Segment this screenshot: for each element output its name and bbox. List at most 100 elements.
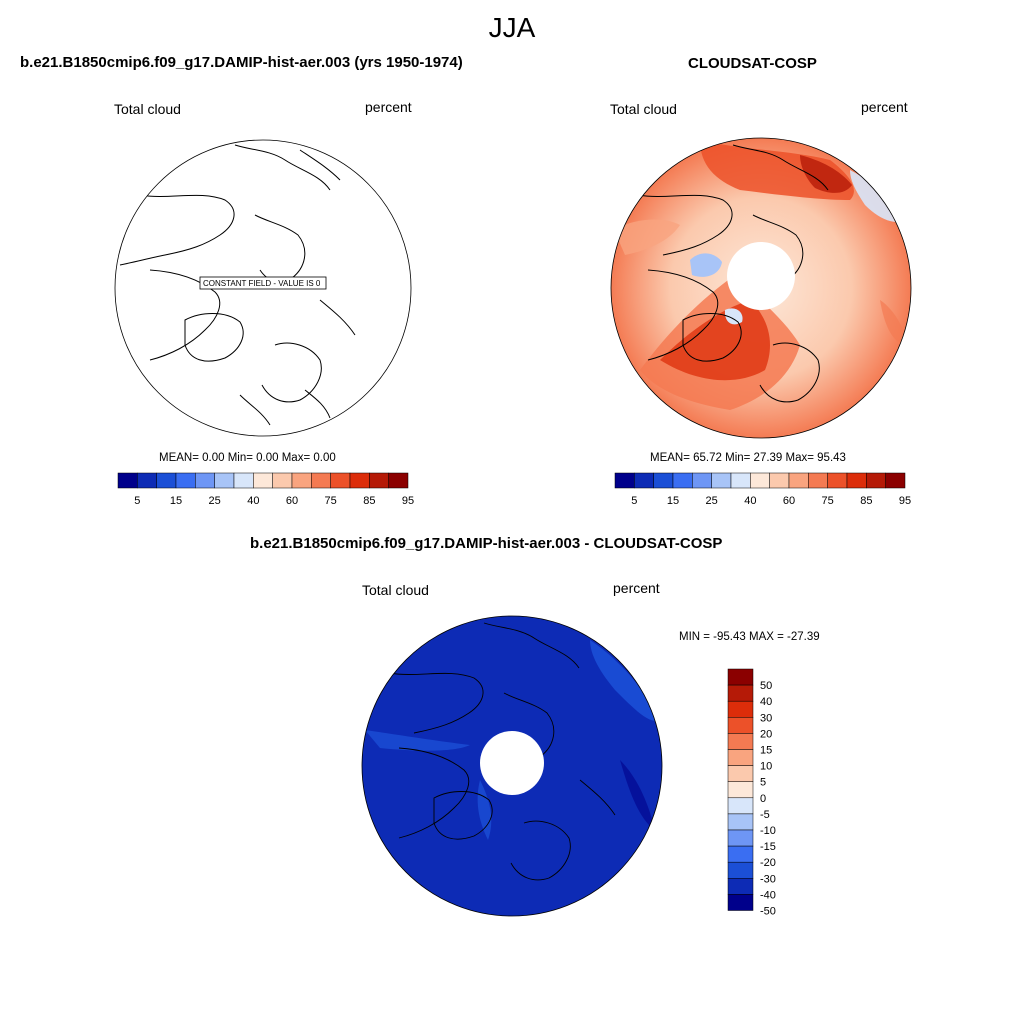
panel3-field-detail <box>365 622 660 881</box>
panel2-colorbar-box <box>730 472 751 489</box>
panel3-colorbar-tick-label: -20 <box>760 857 776 869</box>
panel3-colorbar-box <box>727 878 754 895</box>
panel2-colorbar-box <box>846 472 867 489</box>
panel3-colorbar-box <box>727 861 754 879</box>
panel1-colorbar-tick-label: 15 <box>170 495 182 507</box>
panel2-colorbar-tick-label: 60 <box>783 495 795 507</box>
panel2-colorbar: 5 15 25 40 60 75 85 95 <box>614 472 911 507</box>
panel1-constant-field-annotation: CONSTANT FIELD - VALUE IS 0 <box>203 279 321 288</box>
panel1-colorbar-tick-label: 95 <box>402 495 414 507</box>
panel3-colorbar-box <box>727 733 754 750</box>
panel3-map-boundary <box>361 615 663 917</box>
panel1-colorbar-box <box>175 472 196 489</box>
panel3-colorbar-tick-label: 15 <box>760 745 772 757</box>
season-title: JJA <box>488 12 536 43</box>
panel1-colorbar-box <box>369 472 389 489</box>
panel2-colorbar-box <box>769 472 790 489</box>
panel2-colorbar-box <box>692 472 712 489</box>
panel3-left-label: Total cloud <box>362 582 429 598</box>
panel2-title: CLOUDSAT-COSP <box>688 55 817 72</box>
panel1-colorbar-box <box>195 472 215 489</box>
panel1-map: CONSTANT FIELD - VALUE IS 0 <box>114 139 412 437</box>
panel1-colorbar-tick-label: 85 <box>363 495 375 507</box>
panel1-colorbar-box <box>156 472 177 489</box>
panel1-colorbar-box <box>388 472 409 489</box>
panel2-colorbar-tick-label: 95 <box>899 495 911 507</box>
panel2-colorbar-tick-label: 5 <box>631 495 637 507</box>
panel2-colorbar-tick-label: 15 <box>667 495 679 507</box>
panel3-colorbar-tick-label: -30 <box>760 873 776 885</box>
panel2-colorbar-box <box>750 472 770 489</box>
panel3-minmax: MIN = -95.43 MAX = -27.39 <box>679 631 820 643</box>
panel3-coastlines <box>388 622 616 881</box>
panel2-field <box>611 138 911 438</box>
panel3-colorbar-tick-label: 50 <box>760 680 772 692</box>
panel3-colorbar-tick-label: 40 <box>760 696 772 708</box>
panel2-left-label: Total cloud <box>610 101 677 117</box>
panel2-map-boundary <box>610 137 912 439</box>
panel1-colorbar-box <box>349 472 370 489</box>
panel1-units-label: percent <box>365 99 412 115</box>
panel1-colorbar-box <box>272 472 293 489</box>
panel1-colorbar-box <box>330 472 351 489</box>
panel2-colorbar-box <box>827 472 848 489</box>
panel3-colorbar-box <box>727 765 754 782</box>
panel1-constant-field-box <box>199 276 327 290</box>
panel1-stats: MEAN= 0.00 Min= 0.00 Max= 0.00 <box>159 452 336 464</box>
panel1-coastlines <box>119 144 356 426</box>
panel3-colorbar-box <box>727 700 754 718</box>
panel1-colorbar-box <box>233 472 254 489</box>
panel2-pole-hole <box>727 242 795 310</box>
panel1-left-label: Total cloud <box>114 101 181 117</box>
panel1-title: b.e21.B1850cmip6.f09_g17.DAMIP-hist-aer.… <box>20 54 463 71</box>
panel2-colorbar-box <box>885 472 906 489</box>
panel3-colorbar-tick-label: 5 <box>760 777 766 789</box>
panel3-colorbar-tick-label: -50 <box>760 906 776 918</box>
panel2-colorbar-tick-label: 40 <box>744 495 756 507</box>
panel3-colorbar-box <box>727 829 754 847</box>
panel1-colorbar-box <box>117 472 138 489</box>
panel2-units-label: percent <box>861 99 908 115</box>
panel2-colorbar-box <box>634 472 654 489</box>
panel1-colorbar-tick-label: 25 <box>209 495 221 507</box>
panel3-colorbar-box <box>727 781 754 799</box>
panel3-colorbar-box <box>727 684 754 702</box>
panel2-colorbar-tick-label: 85 <box>860 495 872 507</box>
panel1-colorbar-box <box>291 472 312 489</box>
panel1-colorbar-box <box>214 472 235 489</box>
panel1-colorbar: 5 15 25 40 60 75 85 95 <box>117 472 414 507</box>
panel1-colorbar-box <box>253 472 273 489</box>
panel2-colorbar-box <box>711 472 732 489</box>
panel1-colorbar-box <box>137 472 157 489</box>
panel3-map <box>361 615 663 917</box>
panel3-colorbar-tick-label: -10 <box>760 825 776 837</box>
panel3-colorbar-tick-label: -15 <box>760 841 776 853</box>
panel2-colorbar-tick-label: 25 <box>706 495 718 507</box>
panel3-colorbar-tick-label: -40 <box>760 889 776 901</box>
panel1-colorbar-tick-label: 5 <box>134 495 140 507</box>
panel1-colorbar-tick-label: 75 <box>325 495 337 507</box>
panel3-colorbar-box <box>727 717 754 734</box>
panel2-colorbar-box <box>614 472 635 489</box>
panel2-colorbar-box <box>808 472 828 489</box>
panel3-colorbar-tick-label: 10 <box>760 761 772 773</box>
panel3-colorbar-tick-label: -5 <box>760 809 770 821</box>
panel3-colorbar-box <box>727 668 754 686</box>
panel3-colorbar-box <box>727 797 754 815</box>
panel3-colorbar-tick-label: 30 <box>760 712 772 724</box>
panel3-colorbar-box <box>727 845 754 863</box>
panel3-colorbar-box <box>727 894 754 911</box>
panel3-colorbar-box <box>727 813 754 831</box>
panel3-title: b.e21.B1850cmip6.f09_g17.DAMIP-hist-aer.… <box>250 535 723 552</box>
panel2-colorbar-box <box>866 472 886 489</box>
panel3-colorbar-tick-label: 0 <box>760 793 766 805</box>
panel1-colorbar-tick-label: 40 <box>247 495 259 507</box>
panel3-colorbar-box <box>727 749 754 766</box>
panel1-colorbar-box <box>311 472 331 489</box>
panel3-pole-hole <box>480 731 544 795</box>
panel2-colorbar-box <box>653 472 674 489</box>
panel2-colorbar-box <box>788 472 809 489</box>
panel3-units-label: percent <box>613 580 660 596</box>
